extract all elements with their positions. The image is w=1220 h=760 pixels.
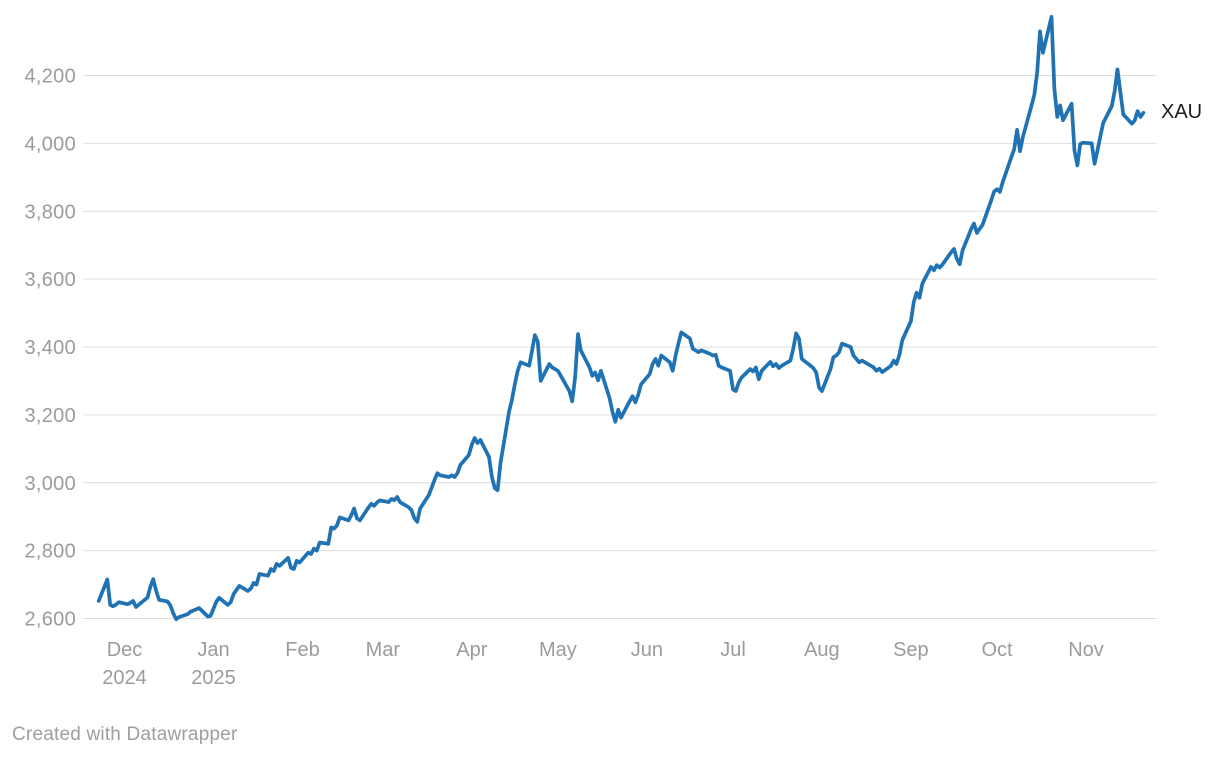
y-tick-label-3600: 3,600: [24, 269, 76, 291]
x-tick-label-oct: Oct: [981, 639, 1013, 661]
y-tick-label-3800: 3,800: [24, 201, 76, 223]
price-line-xau: [96, 14, 1146, 622]
x-tick-year-2025: 2025: [191, 667, 236, 689]
x-tick-label-jan: Jan: [197, 639, 229, 661]
datawrapper-credit: Created with Datawrapper: [12, 724, 238, 745]
x-tick-label-aug: Aug: [804, 639, 840, 661]
y-tick-label-3000: 3,000: [24, 473, 76, 495]
y-tick-label-2600: 2,600: [24, 609, 76, 631]
y-tick-label-3200: 3,200: [24, 405, 76, 427]
x-tick-label-sep: Sep: [893, 639, 929, 661]
x-tick-label-may: May: [539, 639, 577, 661]
x-tick-label-mar: Mar: [366, 639, 401, 661]
x-tick-year-2024: 2024: [102, 667, 147, 689]
x-tick-label-apr: Apr: [456, 639, 487, 661]
x-tick-label-jul: Jul: [720, 639, 746, 661]
x-tick-label-feb: Feb: [285, 639, 319, 661]
x-tick-label-dec: Dec: [107, 639, 143, 661]
y-tick-label-4200: 4,200: [24, 66, 76, 88]
y-tick-label-3400: 3,400: [24, 337, 76, 359]
series-label-xau: XAU: [1161, 101, 1203, 123]
y-tick-label-2800: 2,800: [24, 541, 76, 563]
y-tick-label-4000: 4,000: [24, 133, 76, 155]
x-tick-label-nov: Nov: [1068, 639, 1104, 661]
x-tick-label-jun: Jun: [631, 639, 663, 661]
